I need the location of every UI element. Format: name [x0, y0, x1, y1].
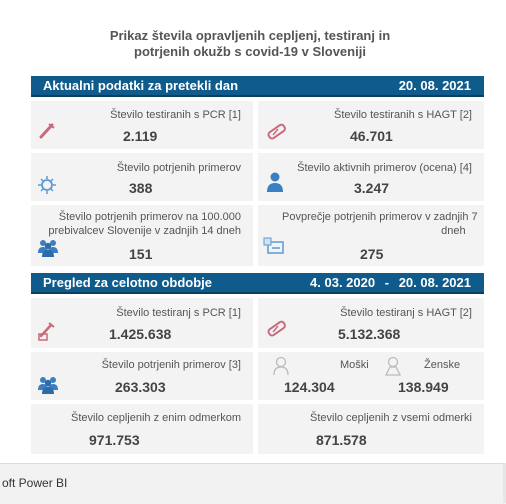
- card-value: 5.132.368: [338, 326, 401, 342]
- group-icon: [38, 240, 58, 257]
- card-label: Število testiranj s HAGT [2]: [340, 307, 472, 319]
- card-value: 46.701: [350, 128, 393, 144]
- virus-icon: [38, 176, 56, 194]
- card-confirmed-total[interactable]: Število potrjenih primerov [3] 263.303: [31, 352, 253, 400]
- card-vaccinated-all-doses[interactable]: Število cepljenih z vsemi odmerki 871.57…: [258, 404, 484, 454]
- average-icon: [263, 237, 284, 254]
- section-header-date: 20. 08. 2021: [398, 78, 471, 93]
- card-value: 388: [129, 180, 153, 196]
- card-label-line-1: Povprečje potrjenih primerov v zadnjih 7: [282, 211, 478, 223]
- card-value: 871.578: [316, 432, 367, 448]
- card-hagt-daily[interactable]: Število testiranih s HAGT [2] 46.701: [258, 101, 484, 149]
- female-icon: [384, 356, 402, 376]
- card-label-line-2: prebivalcev Slovenije v zadnjih 14 dneh: [48, 225, 241, 237]
- section-header-date-range: 4. 03. 2020 - 20. 08. 2021: [310, 275, 471, 290]
- card-label: Število testiranih s PCR [1]: [110, 109, 241, 121]
- card-value: 151: [129, 246, 153, 262]
- rapid-test-icon: [267, 123, 286, 140]
- card-pcr-daily[interactable]: Število testiranih s PCR [1] 2.119: [31, 101, 253, 149]
- card-label: Povprečje potrjenih primerov v zadnjih 7…: [282, 210, 478, 238]
- male-label: Moški: [340, 359, 369, 371]
- female-value: 138.949: [398, 379, 449, 395]
- card-gender-total[interactable]: Moški 124.304 Ženske 138.949: [258, 352, 484, 400]
- date-separator: -: [384, 275, 390, 290]
- card-label-line-2: dneh: [441, 225, 466, 237]
- card-value: 2.119: [123, 128, 158, 144]
- card-hagt-total[interactable]: Število testiranj s HAGT [2] 5.132.368: [258, 298, 484, 348]
- card-incidence-daily[interactable]: Število potrjenih primerov na 100.000 pr…: [31, 205, 253, 266]
- title-line-2: potrjenih okužb s covid-19 v Sloveniji: [134, 44, 366, 59]
- female-label: Ženske: [424, 359, 461, 371]
- card-pcr-total[interactable]: Število testiranj s PCR [1] 1.425.638: [31, 298, 253, 348]
- footer-scroll-edge: [503, 463, 506, 503]
- card-label: Število cepljenih z vsemi odmerki: [309, 412, 472, 424]
- card-value: 263.303: [115, 379, 166, 395]
- date-from: 4. 03. 2020: [310, 275, 376, 290]
- card-value: 1.425.638: [109, 326, 172, 342]
- card-label: Število testiranih s HAGT [2]: [334, 109, 472, 121]
- powerbi-footer-text[interactable]: oft Power BI: [2, 476, 68, 490]
- section-header-label: Pregled za celotno obdobje: [43, 275, 213, 290]
- card-label: Število potrjenih primerov [3]: [101, 359, 241, 371]
- test-tube-icon: [38, 322, 55, 341]
- card-average-daily[interactable]: Povprečje potrjenih primerov v zadnjih 7…: [258, 205, 484, 266]
- group-icon: [38, 377, 58, 394]
- section-header-label: Aktualni podatki za pretekli dan: [43, 78, 239, 93]
- card-active-daily[interactable]: Število aktivnih primerov (ocena) [4] 3.…: [258, 153, 484, 201]
- card-value: 3.247: [354, 180, 390, 196]
- section-header-daily: Aktualni podatki za pretekli dan 20. 08.…: [31, 76, 484, 97]
- male-icon: [273, 356, 289, 376]
- report-canvas: Prikaz števila opravljenih cepljenj, tes…: [31, 28, 484, 454]
- title-line-1: Prikaz števila opravljenih cepljenj, tes…: [109, 28, 391, 43]
- card-label: Število potrjenih primerov na 100.000 pr…: [48, 210, 241, 238]
- date-to: 20. 08. 2021: [398, 275, 471, 290]
- card-vaccinated-one-dose[interactable]: Število cepljenih z enim odmerkom 971.75…: [31, 404, 253, 454]
- section-header-total: Pregled za celotno obdobje 4. 03. 2020 -…: [31, 273, 484, 294]
- card-confirmed-daily[interactable]: Število potrjenih primerov 388: [31, 153, 253, 201]
- male-value: 124.304: [284, 379, 335, 395]
- card-value: 971.753: [89, 432, 140, 448]
- card-label: Število potrjenih primerov: [116, 162, 241, 174]
- powerbi-footer: oft Power BI: [0, 463, 506, 504]
- person-icon: [267, 172, 283, 192]
- card-label-line-1: Število potrjenih primerov na 100.000: [58, 211, 241, 223]
- rapid-test-icon: [267, 320, 286, 337]
- card-value: 275: [360, 246, 384, 262]
- report-title: Prikaz števila opravljenih cepljenj, tes…: [60, 28, 440, 60]
- test-tube-icon: [39, 123, 55, 139]
- card-label: Število testiranj s PCR [1]: [116, 307, 241, 319]
- card-label: Število aktivnih primerov (ocena) [4]: [297, 162, 472, 174]
- card-label: Število cepljenih z enim odmerkom: [71, 412, 241, 424]
